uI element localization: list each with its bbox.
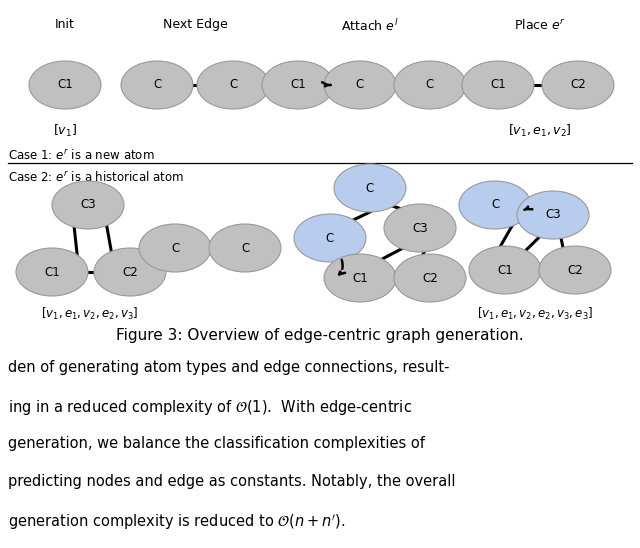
Text: Case 1: $e^r$ is a new atom: Case 1: $e^r$ is a new atom <box>8 148 154 163</box>
Text: Place $e^r$: Place $e^r$ <box>515 18 566 32</box>
Ellipse shape <box>324 61 396 109</box>
Ellipse shape <box>459 181 531 229</box>
Text: C: C <box>426 78 434 92</box>
Text: $[v_1, e_1, v_2, e_2, v_3]$: $[v_1, e_1, v_2, e_2, v_3]$ <box>41 306 139 322</box>
Text: C3: C3 <box>412 221 428 235</box>
Ellipse shape <box>394 61 466 109</box>
Text: C1: C1 <box>290 78 306 92</box>
Text: C1: C1 <box>352 271 368 284</box>
Ellipse shape <box>209 224 281 272</box>
Text: $[v_1, e_1, v_2]$: $[v_1, e_1, v_2]$ <box>508 123 572 139</box>
Text: C1: C1 <box>490 78 506 92</box>
Text: C: C <box>356 78 364 92</box>
Text: C1: C1 <box>497 264 513 277</box>
Text: C2: C2 <box>570 78 586 92</box>
Ellipse shape <box>394 254 466 302</box>
Ellipse shape <box>324 254 396 302</box>
Text: Figure 3: Overview of edge-centric graph generation.: Figure 3: Overview of edge-centric graph… <box>116 328 524 343</box>
Text: C3: C3 <box>545 208 561 221</box>
Text: C: C <box>326 231 334 244</box>
Ellipse shape <box>542 61 614 109</box>
Text: C: C <box>366 181 374 195</box>
Text: C2: C2 <box>122 265 138 278</box>
Ellipse shape <box>139 224 211 272</box>
Ellipse shape <box>334 164 406 212</box>
Text: Init: Init <box>55 18 75 31</box>
Text: $[v_1]$: $[v_1]$ <box>53 123 77 139</box>
Ellipse shape <box>262 61 334 109</box>
Text: Attach $e^l$: Attach $e^l$ <box>341 18 399 34</box>
Text: C2: C2 <box>422 271 438 284</box>
Text: den of generating atom types and edge connections, result-: den of generating atom types and edge co… <box>8 360 449 375</box>
Text: Case 2: $e^r$ is a historical atom: Case 2: $e^r$ is a historical atom <box>8 170 184 185</box>
Text: predicting nodes and edge as constants. Notably, the overall: predicting nodes and edge as constants. … <box>8 474 456 489</box>
Ellipse shape <box>294 214 366 262</box>
Ellipse shape <box>197 61 269 109</box>
Ellipse shape <box>29 61 101 109</box>
Text: ing in a reduced complexity of $\mathcal{O}(1)$.  With edge-centric: ing in a reduced complexity of $\mathcal… <box>8 398 412 417</box>
Text: C: C <box>229 78 237 92</box>
Ellipse shape <box>517 191 589 239</box>
Text: generation, we balance the classification complexities of: generation, we balance the classificatio… <box>8 436 425 451</box>
Ellipse shape <box>462 61 534 109</box>
Text: C1: C1 <box>57 78 73 92</box>
Ellipse shape <box>539 246 611 294</box>
Text: C: C <box>153 78 161 92</box>
Ellipse shape <box>52 181 124 229</box>
Text: C: C <box>171 242 179 254</box>
Ellipse shape <box>384 204 456 252</box>
Text: C3: C3 <box>80 198 96 212</box>
Text: Next Edge: Next Edge <box>163 18 227 31</box>
Text: $[v_1, e_1, v_2, e_2, v_3, e_3]$: $[v_1, e_1, v_2, e_2, v_3, e_3]$ <box>477 306 593 322</box>
Text: C: C <box>241 242 249 254</box>
Text: C1: C1 <box>44 265 60 278</box>
Text: C2: C2 <box>567 264 583 277</box>
Ellipse shape <box>121 61 193 109</box>
Ellipse shape <box>94 248 166 296</box>
Text: C: C <box>491 198 499 212</box>
Text: generation complexity is reduced to $\mathcal{O}(n + n^{\prime})$.: generation complexity is reduced to $\ma… <box>8 512 346 532</box>
Ellipse shape <box>469 246 541 294</box>
Ellipse shape <box>16 248 88 296</box>
